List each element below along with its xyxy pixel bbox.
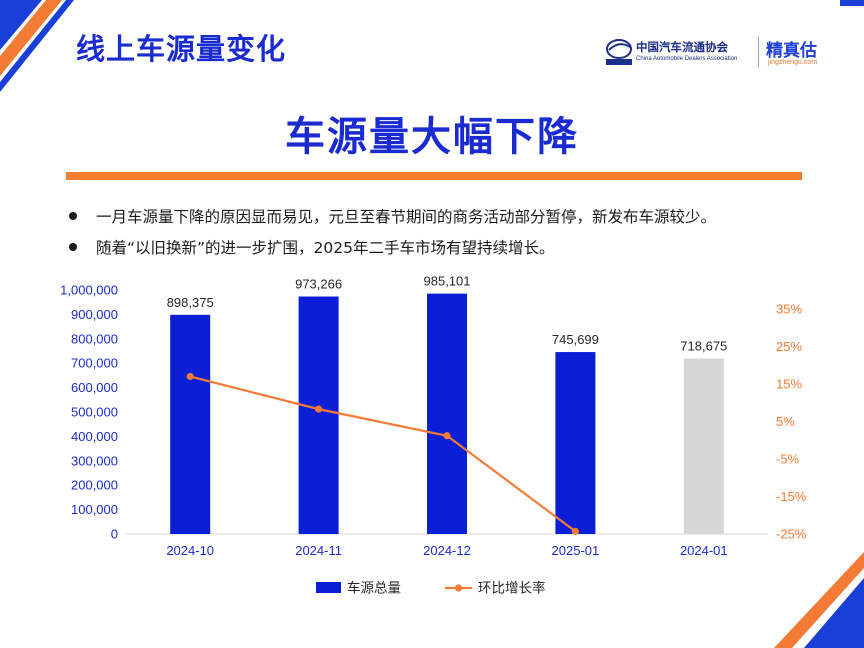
left-axis-tick-label: 100,000 [71, 502, 118, 517]
brand-url: jingzhengu.com [768, 59, 818, 66]
bar-data-label: 718,675 [680, 339, 727, 354]
left-axis-tick-label: 1,000,000 [60, 283, 118, 298]
left-axis-tick-label: 300,000 [71, 453, 118, 468]
right-axis-tick-label: 35% [776, 302, 802, 317]
bar-data-label: 985,101 [424, 274, 471, 289]
corner-stripes-top-left [0, 0, 74, 92]
x-axis-tick-label: 2024-12 [423, 543, 471, 558]
x-axis-tick-label: 2025-01 [552, 543, 600, 558]
bullet-dot-icon [69, 242, 77, 251]
bar-line-chart: 0 100,000 200,000 300,000 400,000 500,000 600,… [60, 274, 807, 597]
cada-logo-icon [606, 39, 632, 65]
title-divider [66, 172, 802, 180]
right-axis-tick-label: 25% [776, 339, 802, 354]
legend-bar-label: 车源总量 [347, 580, 401, 597]
bar-2024-11 [298, 296, 339, 534]
bullet-item: 一月车源量下降的原因显而易见，元旦至春节期间的商务活动部分暂停，新发布车源较少。 [66, 200, 826, 231]
corner-bar-top-right [840, 0, 864, 6]
legend-line-marker [454, 584, 463, 592]
bullet-text: 一月车源量下降的原因显而易见，元旦至春节期间的商务活动部分暂停，新发布车源较少。 [96, 207, 717, 226]
left-axis-tick-label: 900,000 [71, 307, 118, 322]
brand-name: 精真估 [766, 41, 817, 61]
right-axis-tick-label: 5% [776, 414, 795, 429]
bullet-list: 一月车源量下降的原因显而易见，元旦至春节期间的商务活动部分暂停，新发布车源较少。… [66, 200, 826, 262]
left-axis-tick-label: 200,000 [71, 478, 118, 493]
growth-rate-point [186, 372, 194, 381]
right-axis-tick-label: -25% [776, 527, 807, 542]
left-axis-tick-label: 600,000 [71, 380, 118, 395]
bar-2024-01 [683, 358, 724, 534]
growth-rate-point [571, 527, 580, 535]
left-axis-tick-label: 500,000 [71, 405, 118, 420]
bar-2024-10 [170, 314, 211, 534]
x-axis-tick-label: 2024-01 [680, 543, 728, 558]
main-title: 车源量大幅下降 [285, 114, 579, 160]
left-axis-tick-label: 400,000 [71, 429, 118, 444]
bar-data-label: 898,375 [167, 295, 214, 310]
bar-2024-12 [427, 293, 467, 534]
legend-line-label: 环比增长率 [478, 580, 546, 597]
right-axis-tick-label: 15% [776, 377, 802, 392]
bar-data-label: 973,266 [295, 277, 342, 292]
growth-rate-line [189, 375, 577, 533]
right-axis-tick-label: -5% [776, 452, 800, 467]
left-axis-tick-label: 700,000 [71, 356, 118, 371]
logo-separator [758, 37, 759, 67]
left-axis-tick-label: 0 [111, 527, 118, 542]
bullet-dot-icon [69, 211, 77, 220]
x-axis-tick-label: 2024-10 [166, 543, 214, 558]
left-axis-tick-label: 800,000 [71, 331, 118, 346]
corner-stripes-bottom-right [774, 552, 864, 648]
legend-bar-swatch [316, 582, 341, 593]
bullet-text: 随着“以旧换新”的进一步扩围，2025年二手车市场有望持续增长。 [96, 238, 555, 257]
x-axis-tick-label: 2024-11 [295, 543, 342, 558]
association-name: 中国汽车流通协会 [636, 40, 728, 54]
bullet-item: 随着“以旧换新”的进一步扩围，2025年二手车市场有望持续增长。 [66, 231, 826, 262]
association-name-en: China Automobile Dealers Association [636, 56, 738, 62]
bar-2025-01 [555, 352, 596, 534]
bar-data-label: 745,699 [552, 332, 599, 347]
logo-area: 中国汽车流通协会 China Automobile Dealers Associ… [604, 36, 844, 70]
section-title: 线上车源量变化 [76, 32, 287, 66]
growth-rate-point [315, 405, 323, 413]
growth-rate-point [443, 432, 451, 440]
right-axis-tick-label: -15% [776, 489, 807, 504]
